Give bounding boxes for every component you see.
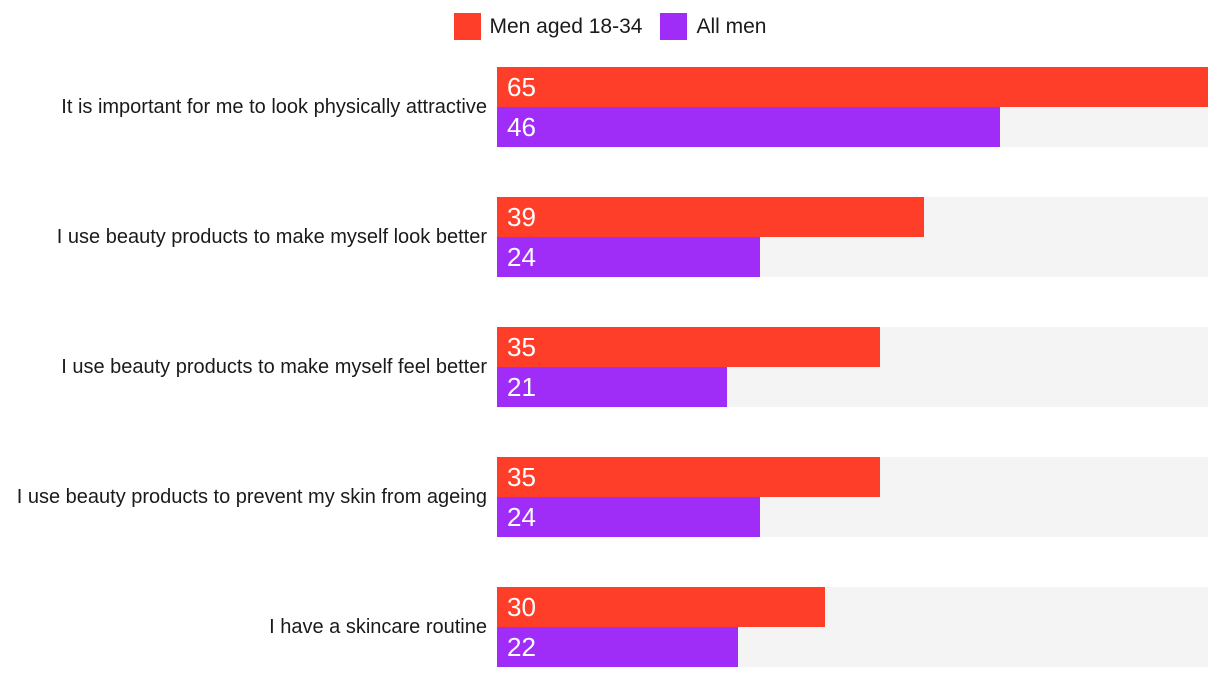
bar-value-label: 39 (507, 202, 536, 232)
bar-track: 46 (497, 107, 1208, 147)
bar-value-label: 35 (507, 462, 536, 492)
bar-all-men: 24 (497, 497, 760, 537)
legend-label-men-18-34: Men aged 18-34 (489, 14, 643, 38)
legend: Men aged 18-34 All men (0, 0, 1220, 40)
legend-item-all-men: All men (660, 13, 766, 40)
bar-value-label: 46 (507, 112, 536, 142)
chart-row: I have a skincare routine 30 22 (0, 587, 1220, 667)
bar-track: 65 (497, 67, 1208, 107)
bar-group: 39 24 (497, 197, 1208, 277)
bar-all-men: 46 (497, 107, 1001, 147)
bar-men-18-34: 35 (497, 457, 880, 497)
legend-swatch-all-men (660, 13, 688, 40)
bar-track: 24 (497, 237, 1208, 277)
bar-chart: It is important for me to look physicall… (0, 67, 1220, 667)
bar-men-18-34: 65 (497, 67, 1208, 107)
bar-track: 35 (497, 327, 1208, 367)
legend-swatch-men-18-34 (453, 13, 481, 40)
bar-men-18-34: 35 (497, 327, 880, 367)
bar-all-men: 24 (497, 237, 760, 277)
legend-item-men-18-34: Men aged 18-34 (453, 13, 643, 40)
chart-row: It is important for me to look physicall… (0, 67, 1220, 147)
bar-value-label: 24 (507, 242, 536, 272)
category-label: I use beauty products to make myself fee… (61, 355, 487, 378)
bar-all-men: 22 (497, 627, 738, 667)
bar-men-18-34: 30 (497, 587, 826, 627)
bar-group: 65 46 (497, 67, 1208, 147)
chart-row: I use beauty products to prevent my skin… (0, 457, 1220, 537)
chart-row: I use beauty products to make myself fee… (0, 327, 1220, 407)
bar-track: 30 (497, 587, 1208, 627)
bar-value-label: 24 (507, 502, 536, 532)
bar-men-18-34: 39 (497, 197, 924, 237)
bar-track: 39 (497, 197, 1208, 237)
bar-track: 24 (497, 497, 1208, 537)
bar-group: 35 24 (497, 457, 1208, 537)
bar-value-label: 65 (507, 72, 536, 102)
bar-value-label: 30 (507, 592, 536, 622)
category-label: I use beauty products to make myself loo… (56, 225, 487, 248)
chart-row: I use beauty products to make myself loo… (0, 197, 1220, 277)
bar-value-label: 21 (507, 372, 536, 402)
category-label: It is important for me to look physicall… (61, 95, 487, 118)
bar-track: 21 (497, 367, 1208, 407)
bar-value-label: 22 (507, 632, 536, 662)
bar-group: 30 22 (497, 587, 1208, 667)
bar-group: 35 21 (497, 327, 1208, 407)
bar-all-men: 21 (497, 367, 727, 407)
legend-label-all-men: All men (696, 14, 767, 38)
category-label: I use beauty products to prevent my skin… (16, 485, 487, 508)
bar-track: 35 (497, 457, 1208, 497)
bar-value-label: 35 (507, 332, 536, 362)
bar-track: 22 (497, 627, 1208, 667)
category-label: I have a skincare routine (269, 615, 487, 638)
